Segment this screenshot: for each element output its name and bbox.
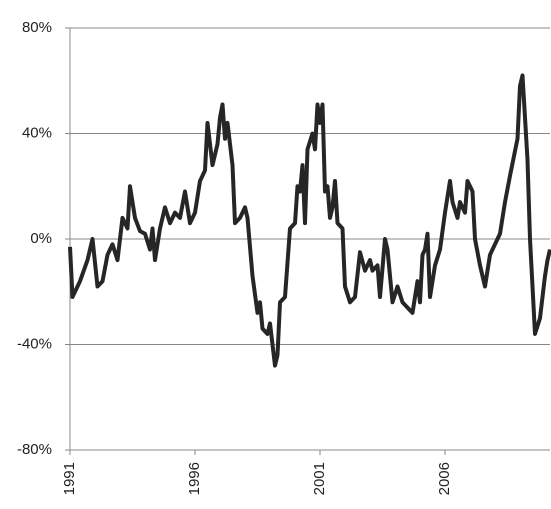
x-tick-label: 1991	[61, 462, 78, 495]
x-tick-label: 2001	[311, 462, 328, 495]
y-tick-label: 80%	[22, 19, 52, 36]
y-tick-label: 40%	[22, 124, 52, 141]
y-tick-label: -40%	[17, 335, 52, 352]
series-line	[68, 73, 551, 368]
x-tick-label: 2006	[436, 462, 453, 495]
x-tick-label: 1996	[186, 462, 203, 495]
y-tick-label: -80%	[17, 441, 52, 458]
y-tick-label: 0%	[30, 230, 52, 247]
